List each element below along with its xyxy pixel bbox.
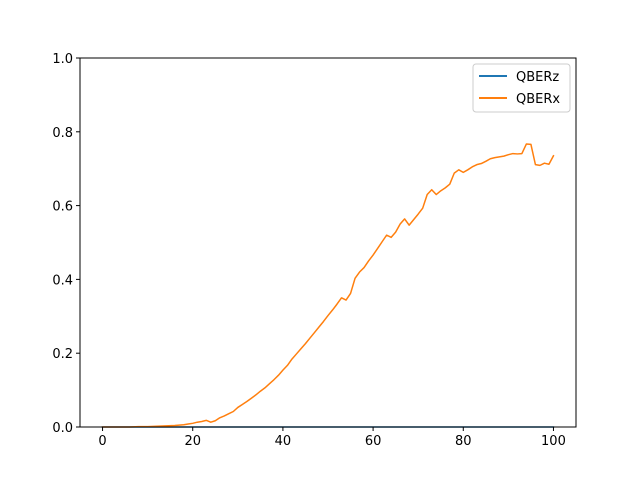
x-tick-label: 20 [184,434,201,449]
x-tick-label: 100 [541,434,566,449]
x-axis: 0 20 40 60 80 100 [98,427,566,449]
x-tick-label: 40 [275,434,292,449]
legend-label-qberx: QBERx [516,92,560,107]
x-tick-label: 0 [98,434,106,449]
y-tick-label: 0.4 [52,273,73,288]
y-tick-label: 1.0 [52,52,73,67]
legend-label-qberz: QBERz [516,70,559,85]
y-tick-label: 0.0 [52,421,73,436]
y-tick-label: 0.6 [52,200,73,215]
x-tick-label: 80 [455,434,472,449]
x-tick-label: 60 [365,434,382,449]
legend: QBERz QBERx [472,63,571,113]
y-tick-label: 0.8 [52,126,73,141]
plot-frame [79,57,577,428]
y-tick-label: 0.2 [52,347,73,362]
y-axis: 0.0 0.2 0.4 0.6 0.8 1.0 [52,52,80,436]
series-line-qberx [101,143,555,428]
